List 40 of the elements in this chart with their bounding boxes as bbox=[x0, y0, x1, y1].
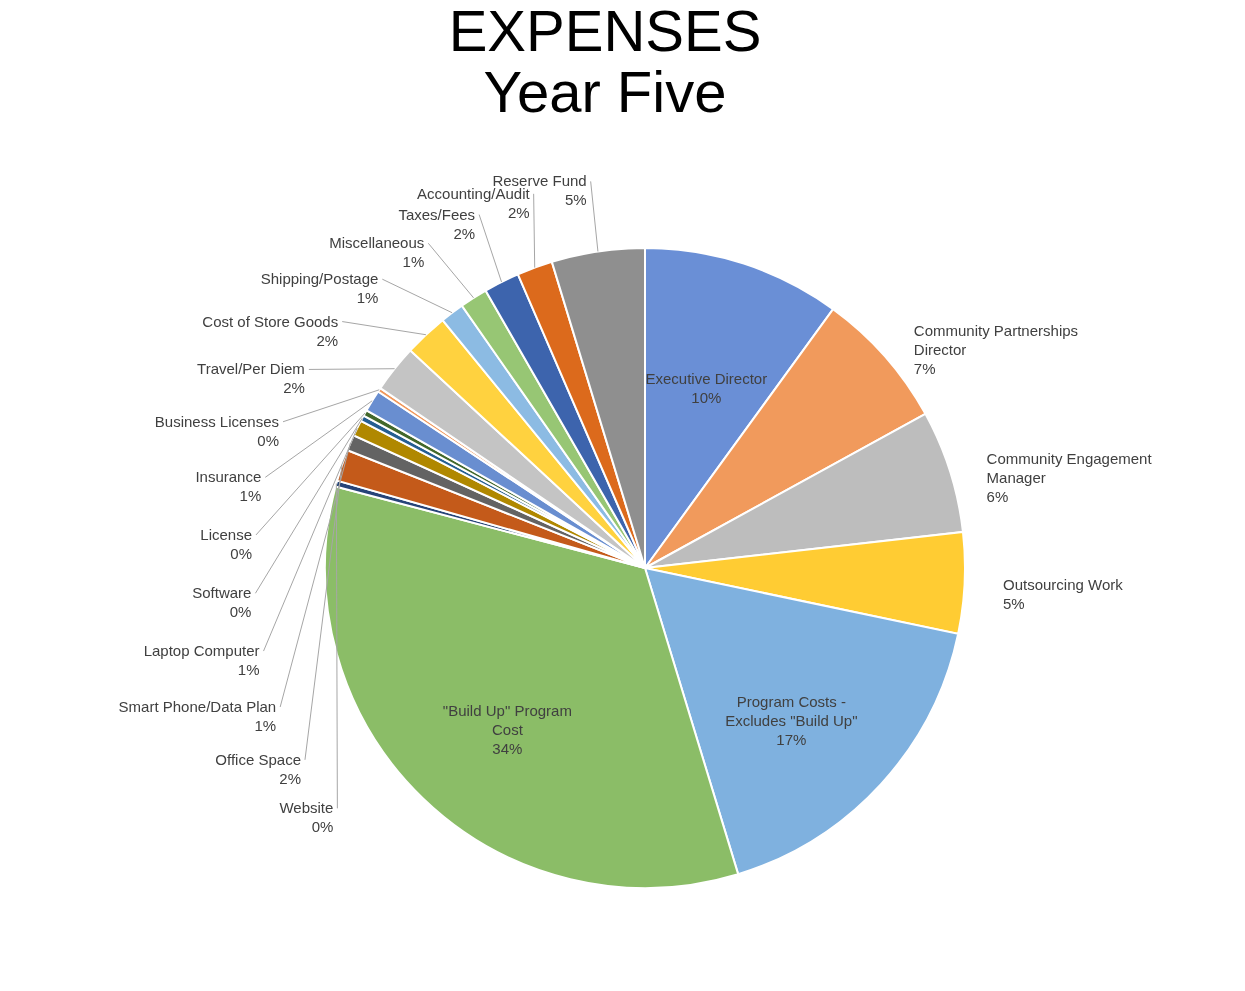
slice-label: Executive Director bbox=[645, 370, 768, 388]
data-label: 0% bbox=[311, 818, 334, 836]
slice-label: Miscellaneous bbox=[329, 234, 425, 252]
slice-label: "Build Up" Program Cost bbox=[442, 701, 572, 738]
slice-label: Program Costs - Excludes "Build Up" bbox=[725, 692, 858, 729]
data-label: 0% bbox=[230, 544, 252, 562]
data-label: 34% bbox=[492, 739, 523, 757]
slice-label: Community Engagement Manager bbox=[986, 450, 1153, 487]
data-label: 2% bbox=[507, 203, 530, 221]
slice-label: Office Space bbox=[215, 750, 301, 768]
data-label: 2% bbox=[453, 224, 476, 242]
data-label: 6% bbox=[986, 488, 1009, 506]
data-label: 5% bbox=[564, 191, 587, 209]
data-label: 1% bbox=[356, 289, 379, 307]
data-label: 5% bbox=[1003, 594, 1025, 612]
data-label: 2% bbox=[316, 331, 339, 349]
data-label: 2% bbox=[279, 769, 301, 787]
data-label: 1% bbox=[237, 661, 260, 679]
slice-label: Laptop Computer bbox=[143, 642, 260, 660]
data-label: 7% bbox=[913, 359, 936, 377]
slice-label: Business Licenses bbox=[154, 412, 280, 430]
data-label: 17% bbox=[776, 730, 807, 748]
slice-label: Smart Phone/Data Plan bbox=[118, 698, 277, 715]
slice-label: Software bbox=[192, 584, 252, 602]
data-label: 0% bbox=[257, 431, 280, 449]
data-label: 2% bbox=[283, 379, 305, 397]
data-label: 10% bbox=[691, 389, 722, 407]
slice-label: Taxes/Fees bbox=[398, 205, 476, 223]
slice-label: Shipping/Postage bbox=[260, 270, 379, 288]
slice-label: Community Partnerships Director bbox=[913, 321, 1079, 358]
data-label: 0% bbox=[229, 603, 252, 621]
slice-label: Website bbox=[279, 799, 334, 817]
data-label: 1% bbox=[239, 487, 262, 505]
slice-label: License bbox=[200, 525, 252, 543]
data-label: 1% bbox=[254, 717, 277, 734]
slice-label: Cost of Store Goods bbox=[202, 312, 339, 330]
slice-label: Travel/Per Diem bbox=[197, 360, 305, 378]
slice-label: Insurance bbox=[195, 468, 262, 486]
data-label: 1% bbox=[402, 253, 425, 271]
slice-label: Outsourcing Work bbox=[1003, 575, 1124, 593]
